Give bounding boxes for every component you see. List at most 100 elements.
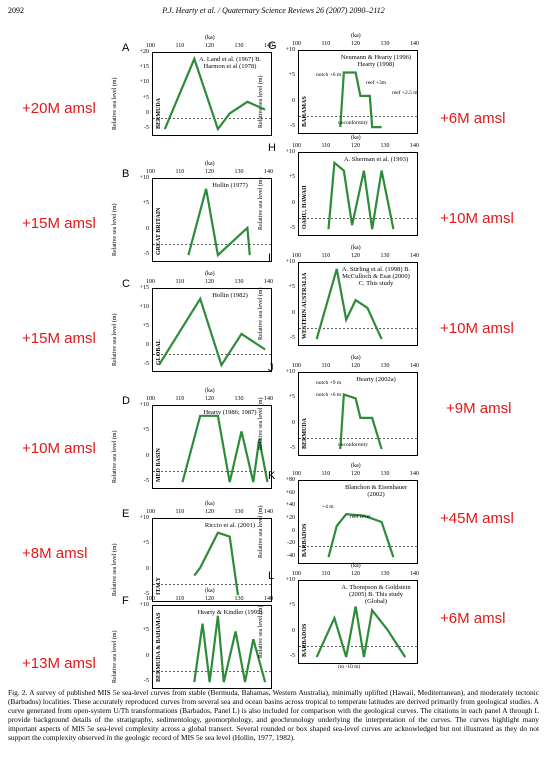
annotation-J_notch2: notch +6 m bbox=[316, 392, 342, 398]
panel-letter-K: K bbox=[268, 470, 276, 482]
x-tick-A: 110 bbox=[175, 43, 185, 49]
sea-level-curve-F bbox=[153, 615, 271, 683]
x-tick-C: 140 bbox=[264, 279, 273, 285]
y-tick-K: +60 bbox=[285, 489, 295, 496]
ka-label-A: (ka) bbox=[205, 35, 215, 41]
x-tick-E: 100 bbox=[146, 509, 155, 515]
ka-label-K: (ka) bbox=[351, 463, 361, 469]
y-tick-G: +5 bbox=[288, 72, 295, 79]
x-tick-A: 140 bbox=[264, 43, 273, 49]
y-tick-B: +10 bbox=[139, 175, 149, 181]
sea-level-curve-A bbox=[153, 55, 271, 132]
curve-line-L bbox=[315, 606, 407, 658]
annotation-G_reef1: reef +3m bbox=[366, 80, 387, 86]
x-tick-B: 100 bbox=[146, 169, 155, 175]
ka-label-D: (ka) bbox=[205, 388, 215, 394]
x-tick-F: 120 bbox=[205, 596, 214, 602]
citation-K: Blanchon & Eisenhauer (2002) bbox=[344, 484, 408, 498]
ka-label-L: (ka) bbox=[351, 563, 361, 569]
x-tick-E: 130 bbox=[234, 509, 244, 515]
ka-label-I: (ka) bbox=[351, 245, 361, 251]
curve-line-C bbox=[157, 296, 266, 368]
x-tick-E: 110 bbox=[175, 509, 185, 515]
x-tick-A: 130 bbox=[234, 43, 244, 49]
citation-D: Hearty (1986; 1987) bbox=[203, 409, 257, 416]
y-tick-G: -5 bbox=[290, 123, 295, 129]
ka-label-B: (ka) bbox=[205, 161, 215, 167]
x-tick-I: 110 bbox=[321, 253, 331, 259]
x-tick-L: 110 bbox=[321, 571, 331, 577]
x-tick-I: 140 bbox=[410, 253, 419, 259]
annotation-K_reef: reef level bbox=[350, 514, 371, 520]
amsl-annotation-G: +6M amsl bbox=[440, 110, 506, 127]
x-tick-D: 140 bbox=[264, 396, 273, 402]
x-tick-A: 120 bbox=[205, 43, 214, 49]
y-tick-B: +5 bbox=[142, 200, 149, 207]
y-axis-label-L: Relative sea level (m) bbox=[258, 605, 264, 658]
y-tick-D: +5 bbox=[142, 427, 149, 434]
y-tick-C: 0 bbox=[146, 342, 149, 348]
x-tick-H: 100 bbox=[292, 143, 301, 149]
citation-I: A. Stirling et al. (1998) B. McCulloch &… bbox=[341, 266, 411, 287]
x-tick-C: 130 bbox=[234, 279, 244, 285]
y-axis-label-A: Relative sea level (m) bbox=[112, 77, 118, 130]
y-tick-H: +5 bbox=[288, 174, 295, 181]
y-axis-label-B: Relative sea level (m) bbox=[112, 203, 118, 256]
y-tick-I: +5 bbox=[288, 284, 295, 291]
y-tick-B: 0 bbox=[146, 225, 149, 232]
x-tick-K: 130 bbox=[380, 471, 390, 477]
x-tick-C: 110 bbox=[175, 279, 185, 285]
panel-letter-D: D bbox=[122, 395, 130, 407]
page-header: 2092 P.J. Hearty et al. / Quaternary Sci… bbox=[8, 6, 539, 20]
x-tick-D: 130 bbox=[234, 396, 244, 402]
y-tick-K: +40 bbox=[285, 502, 295, 509]
x-tick-H: 140 bbox=[410, 143, 419, 149]
curve-line-E bbox=[193, 531, 240, 596]
sea-level-curve-I bbox=[299, 268, 417, 340]
x-tick-I: 130 bbox=[380, 253, 390, 259]
y-axis-label-F: Relative sea level (m) bbox=[112, 630, 118, 683]
sea-level-curve-G bbox=[299, 71, 417, 129]
curve-line-J bbox=[339, 393, 383, 450]
sea-level-curve-B bbox=[153, 188, 271, 258]
y-tick-F: -5 bbox=[144, 678, 149, 684]
panel-F: BERMUDA & BAHAMAS Hearty & Kindler (1995) bbox=[152, 605, 272, 689]
amsl-annotation-E: +8M amsl bbox=[22, 545, 88, 562]
y-tick-D: 0 bbox=[146, 452, 149, 459]
x-tick-I: 120 bbox=[351, 253, 360, 259]
y-tick-F: +10 bbox=[139, 602, 149, 608]
y-tick-D: +10 bbox=[139, 402, 149, 408]
y-tick-I: +10 bbox=[285, 259, 295, 265]
y-tick-F: 0 bbox=[146, 652, 149, 659]
y-tick-K: -20 bbox=[287, 540, 295, 547]
y-axis-label-J: Relative sea level (m) bbox=[258, 397, 264, 450]
panel-L: BARBADOS A. Thompson & Goldstein (2005) B… bbox=[298, 580, 418, 664]
curve-line-K bbox=[327, 513, 395, 558]
amsl-annotation-D: +10M amsl bbox=[22, 440, 96, 457]
panel-letter-C: C bbox=[122, 278, 130, 290]
x-tick-B: 120 bbox=[205, 169, 214, 175]
y-tick-J: -5 bbox=[290, 445, 295, 451]
page-number: 2092 bbox=[8, 6, 24, 15]
ka-label-H: (ka) bbox=[351, 135, 361, 141]
annotation-J_unconf: unconformity bbox=[338, 442, 368, 448]
x-tick-H: 130 bbox=[380, 143, 390, 149]
amsl-annotation-J: +9M amsl bbox=[446, 400, 512, 417]
y-axis-label-I: Relative sea level (m) bbox=[258, 287, 264, 340]
amsl-annotation-I: +10M amsl bbox=[440, 320, 514, 337]
y-tick-D: -5 bbox=[144, 478, 149, 484]
annotation-J_notch1: notch +9 m bbox=[316, 380, 342, 386]
y-tick-A: +15 bbox=[139, 64, 149, 71]
y-tick-A: -5 bbox=[144, 125, 149, 131]
y-tick-L: -5 bbox=[290, 653, 295, 659]
x-tick-E: 140 bbox=[264, 509, 273, 515]
citation-H: A. Sherman et al. (1993) bbox=[343, 156, 409, 163]
ka-label-G: (ka) bbox=[351, 33, 361, 39]
sea-level-curve-K bbox=[299, 513, 417, 558]
y-tick-C: +15 bbox=[139, 285, 149, 291]
y-tick-G: 0 bbox=[292, 97, 295, 104]
y-tick-K: +80 bbox=[285, 477, 295, 483]
x-tick-C: 120 bbox=[205, 279, 214, 285]
panel-letter-G: G bbox=[268, 40, 277, 52]
amsl-annotation-H: +10M amsl bbox=[440, 210, 514, 227]
